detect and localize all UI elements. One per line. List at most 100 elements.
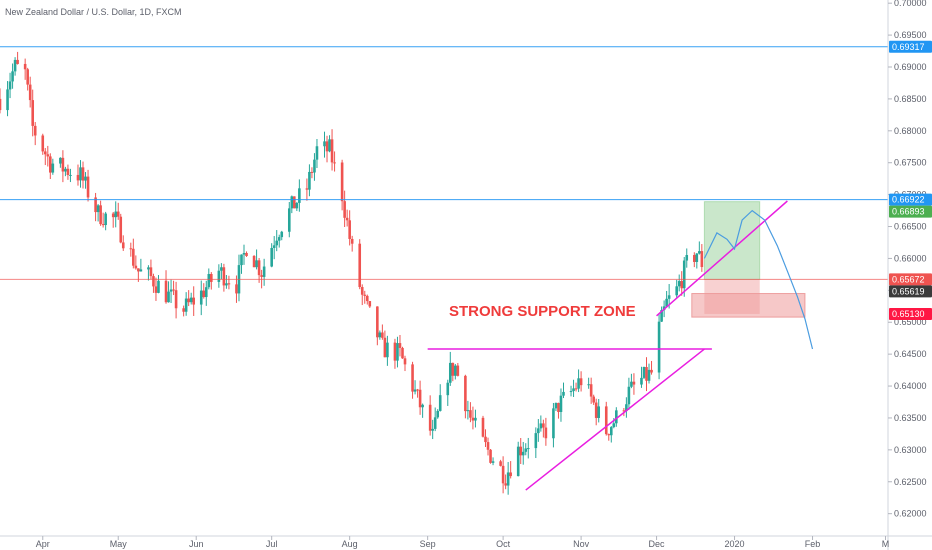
candle-body (667, 295, 671, 299)
candles (0, 51, 704, 495)
candle-body (192, 297, 195, 305)
candle-body (152, 276, 155, 287)
candle-body (255, 260, 258, 268)
candle-body (489, 449, 492, 463)
candle-body (693, 255, 696, 262)
candle-body (81, 167, 85, 181)
candle-body (589, 384, 593, 397)
candle-body (557, 402, 560, 412)
candle-body (76, 174, 80, 181)
price-badge-bg (889, 285, 932, 298)
candle-body (650, 369, 653, 373)
price-axis[interactable]: 0.70000 0.69500 0.69000 0.68500 0.68000 0.675… (887, 0, 932, 550)
candle-body (383, 337, 387, 358)
candle-body (220, 267, 223, 271)
trend-lines[interactable] (0, 46, 888, 491)
candle-body (101, 224, 105, 226)
candle-body (544, 427, 548, 439)
candle-body (506, 472, 510, 486)
candle-body (451, 362, 455, 376)
candle-body (204, 287, 208, 298)
candle-body (421, 404, 424, 408)
candle-body (411, 364, 414, 392)
candle-body (275, 240, 279, 246)
candle-body (569, 391, 573, 393)
candle-body (227, 283, 231, 285)
time-tick-label: Nov (573, 539, 590, 549)
time-axis[interactable]: Apr May Jun Jul Aug Sep Oct Nov Dec 2020 Feb M (0, 535, 932, 549)
candle-body (137, 268, 140, 272)
candle-body (132, 248, 135, 266)
candle-body (433, 417, 437, 429)
candle-body (121, 242, 125, 249)
candle-body (632, 381, 636, 385)
price-tick-label: 0.63500 (894, 413, 927, 423)
price-tick-label: 0.62000 (894, 509, 927, 519)
candle-body (428, 404, 432, 431)
price-tick-label: 0.63000 (894, 445, 927, 455)
candle-body (612, 423, 616, 428)
candle-body (645, 367, 648, 381)
candle-body (86, 176, 90, 198)
candle-body (376, 306, 379, 338)
candle-body (597, 406, 601, 418)
candle-body (11, 71, 14, 82)
candle-body (69, 174, 72, 176)
candle-body (290, 196, 294, 209)
price-badge: 0.66922 (889, 193, 932, 206)
candle-body (396, 343, 399, 361)
candle-body (61, 157, 65, 172)
candle-body (240, 254, 243, 266)
candle-body (675, 286, 678, 296)
candle-body (504, 483, 507, 486)
candle-body (210, 273, 213, 282)
candle-body (79, 167, 82, 181)
candle-body (31, 100, 35, 126)
candle-body (315, 146, 319, 160)
price-badge: 0.65672 (889, 273, 932, 286)
candle-body (41, 135, 45, 152)
candle-body (365, 295, 369, 302)
candle-body (96, 205, 100, 213)
candle-body (521, 451, 525, 456)
candle-body (225, 283, 228, 286)
candle-body (499, 461, 502, 466)
candle-body (524, 448, 528, 452)
candle-body (172, 289, 175, 291)
candle-body (139, 269, 143, 272)
candle-body (46, 154, 50, 157)
price-badge: 0.65619 (889, 285, 932, 298)
candle-body (625, 404, 628, 412)
candle-body (202, 290, 206, 298)
candle-body (481, 417, 485, 437)
candle-body (340, 162, 344, 202)
candle-body (484, 436, 487, 443)
candle-body (182, 308, 185, 312)
candle-body (64, 168, 67, 172)
candle-body (577, 378, 580, 389)
candle-body (325, 141, 329, 152)
candle-body (49, 156, 52, 173)
candle-body (627, 386, 631, 405)
chart-title: New Zealand Dollar / U.S. Dollar, 1D, FX… (5, 7, 182, 17)
price-badge-label: 0.65130 (892, 309, 925, 319)
candle-body (640, 377, 643, 385)
candle-body (33, 125, 37, 136)
candle-body (222, 267, 226, 286)
candle-body (574, 388, 578, 390)
candle-body (363, 294, 367, 296)
rising-trendline (656, 200, 788, 317)
candle-body (542, 423, 545, 428)
candle-body (647, 369, 651, 381)
candle-body (207, 273, 211, 288)
candle-body (252, 256, 256, 268)
candle-body (642, 367, 646, 378)
candle-body (343, 201, 346, 218)
price-badge-bg (889, 205, 932, 218)
price-badge-bg (889, 307, 932, 320)
candle-body (298, 188, 301, 203)
candle-body (539, 423, 543, 429)
candle-body (280, 231, 284, 238)
time-tick-label: Jul (266, 539, 278, 549)
